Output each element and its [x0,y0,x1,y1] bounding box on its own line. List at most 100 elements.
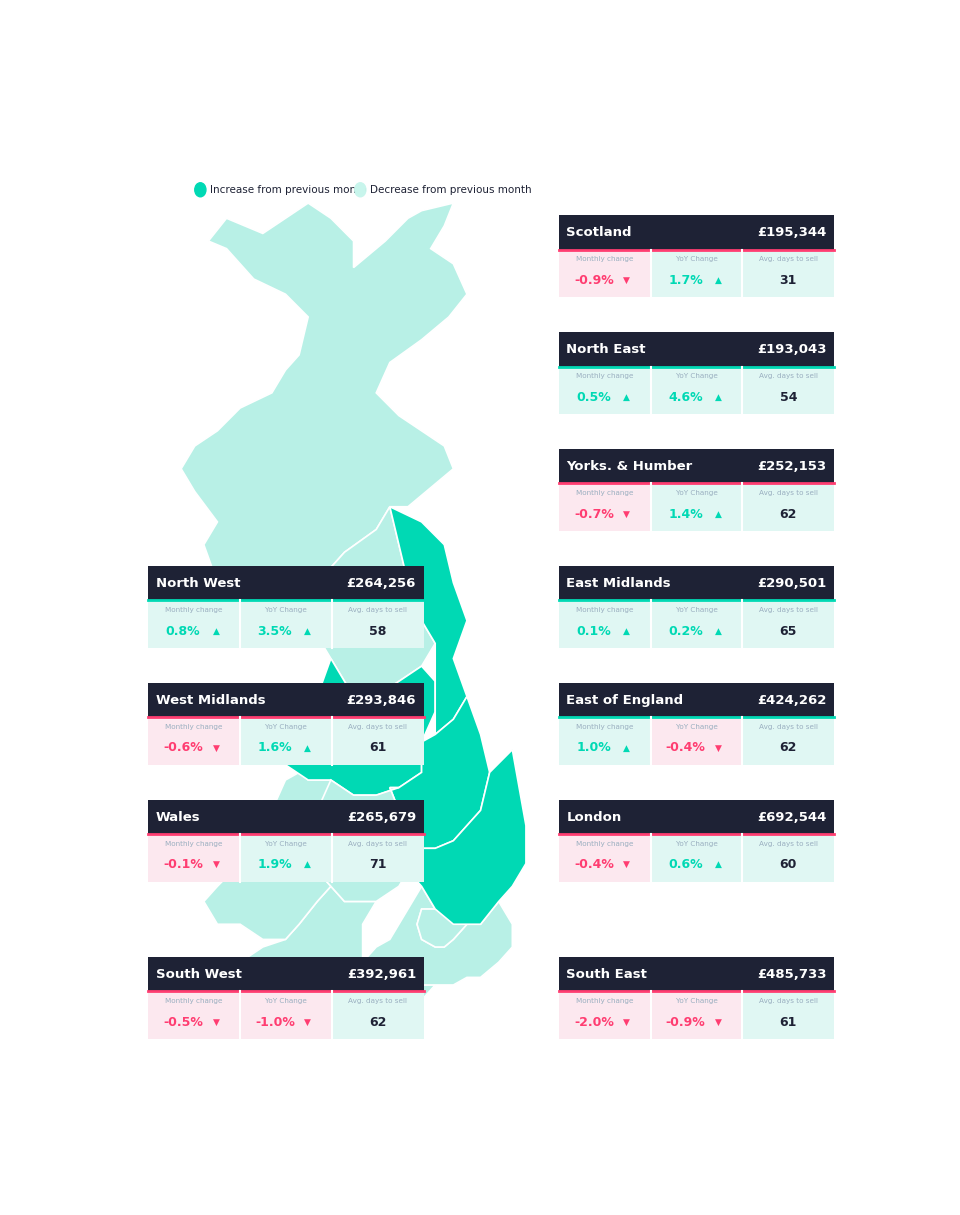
Text: Monthly change: Monthly change [165,998,223,1004]
Text: 1.9%: 1.9% [257,858,292,871]
Text: 71: 71 [369,858,387,871]
Text: 62: 62 [780,741,797,755]
Text: ▼: ▼ [623,860,630,870]
Text: 3.5%: 3.5% [257,625,292,638]
Text: Monthly change: Monthly change [165,841,223,847]
FancyBboxPatch shape [240,991,332,1039]
Text: Avg. days to sell: Avg. days to sell [758,998,818,1004]
FancyBboxPatch shape [332,717,423,765]
Text: Monthly change: Monthly change [576,256,634,262]
FancyBboxPatch shape [559,600,651,648]
Text: North West: North West [156,577,240,589]
FancyBboxPatch shape [148,835,240,882]
FancyBboxPatch shape [559,484,651,531]
Text: 1.0%: 1.0% [576,741,612,755]
Text: Monthly change: Monthly change [576,373,634,379]
Polygon shape [181,203,467,605]
Text: ▲: ▲ [212,627,220,635]
Text: -0.4%: -0.4% [665,741,706,755]
Text: YoY Change: YoY Change [676,256,717,262]
Text: 58: 58 [369,625,386,638]
Text: Avg. days to sell: Avg. days to sell [758,724,818,730]
FancyBboxPatch shape [559,683,834,717]
Text: 0.8%: 0.8% [166,625,201,638]
Polygon shape [390,696,490,848]
FancyBboxPatch shape [651,717,742,765]
Text: Monthly change: Monthly change [165,724,223,730]
Text: YoY Change: YoY Change [676,724,717,730]
Text: ▼: ▼ [715,1017,722,1027]
Text: YoY Change: YoY Change [676,490,717,496]
Polygon shape [363,886,513,985]
Text: ▲: ▲ [304,860,311,870]
Text: ▲: ▲ [623,627,630,635]
Text: £392,961: £392,961 [347,967,416,981]
Text: £692,544: £692,544 [757,810,827,824]
Text: £193,043: £193,043 [757,343,827,356]
FancyBboxPatch shape [332,600,423,648]
Text: ▲: ▲ [304,744,311,752]
FancyBboxPatch shape [240,717,332,765]
Text: Increase from previous month: Increase from previous month [210,185,367,194]
Text: Wales: Wales [156,810,201,824]
FancyBboxPatch shape [148,600,240,648]
FancyBboxPatch shape [240,600,332,648]
Text: YoY Change: YoY Change [265,724,307,730]
FancyBboxPatch shape [148,683,423,717]
FancyBboxPatch shape [742,367,834,414]
FancyBboxPatch shape [148,566,423,600]
Text: 0.6%: 0.6% [668,858,703,871]
Text: Monthly change: Monthly change [576,841,634,847]
FancyBboxPatch shape [742,600,834,648]
Text: Monthly change: Monthly change [576,608,634,614]
Polygon shape [408,750,526,925]
Text: Avg. days to sell: Avg. days to sell [758,373,818,379]
Text: 62: 62 [780,508,797,520]
Polygon shape [185,886,435,1038]
Text: Decrease from previous month: Decrease from previous month [370,185,532,194]
Text: YoY Change: YoY Change [676,998,717,1004]
Text: Scotland: Scotland [566,226,632,239]
FancyBboxPatch shape [559,448,834,484]
Text: 0.5%: 0.5% [576,390,612,403]
Text: ▲: ▲ [623,392,630,402]
FancyBboxPatch shape [651,249,742,298]
Text: ▲: ▲ [715,392,722,402]
Text: ▲: ▲ [715,276,722,284]
Text: £195,344: £195,344 [757,226,827,239]
Text: Monthly change: Monthly change [576,724,634,730]
Text: YoY Change: YoY Change [265,608,307,614]
Text: 61: 61 [780,1016,797,1029]
FancyBboxPatch shape [651,835,742,882]
Text: -0.9%: -0.9% [665,1016,706,1029]
Text: ▼: ▼ [623,276,630,284]
Text: ▼: ▼ [623,1017,630,1027]
FancyBboxPatch shape [148,717,240,765]
Text: -0.5%: -0.5% [163,1016,204,1029]
FancyBboxPatch shape [332,991,423,1039]
FancyBboxPatch shape [559,717,651,765]
Text: ▲: ▲ [304,627,311,635]
Text: ▼: ▼ [715,744,722,752]
Text: Avg. days to sell: Avg. days to sell [758,256,818,262]
FancyBboxPatch shape [559,566,834,600]
FancyBboxPatch shape [559,957,834,991]
Text: 31: 31 [780,273,797,287]
Text: London: London [566,810,622,824]
FancyBboxPatch shape [559,835,651,882]
Text: ▲: ▲ [715,509,722,519]
Text: Avg. days to sell: Avg. days to sell [758,608,818,614]
FancyBboxPatch shape [148,991,240,1039]
Text: 0.1%: 0.1% [576,625,612,638]
FancyBboxPatch shape [742,484,834,531]
Text: 0.2%: 0.2% [668,625,703,638]
Text: Avg. days to sell: Avg. days to sell [758,490,818,496]
Text: Avg. days to sell: Avg. days to sell [348,608,407,614]
Text: £290,501: £290,501 [757,577,827,589]
FancyBboxPatch shape [240,835,332,882]
Text: Yorks. & Humber: Yorks. & Humber [566,459,693,473]
Text: 65: 65 [780,625,797,638]
Text: 62: 62 [369,1016,386,1029]
Circle shape [195,182,206,197]
Polygon shape [390,507,467,734]
